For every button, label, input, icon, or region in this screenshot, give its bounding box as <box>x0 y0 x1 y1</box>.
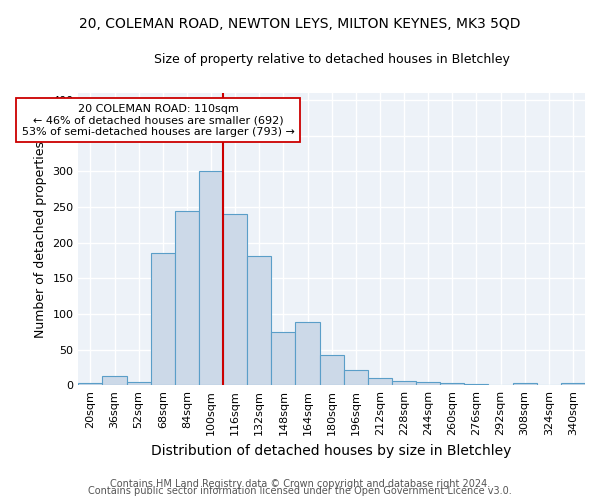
Bar <box>223 214 247 385</box>
Bar <box>440 383 464 385</box>
Bar <box>271 332 295 385</box>
Bar <box>199 170 223 385</box>
Bar <box>416 382 440 385</box>
Bar <box>247 256 271 385</box>
Bar <box>320 356 344 385</box>
Bar <box>464 384 488 385</box>
Bar <box>344 370 368 385</box>
Text: Contains HM Land Registry data © Crown copyright and database right 2024.: Contains HM Land Registry data © Crown c… <box>110 479 490 489</box>
Text: Contains public sector information licensed under the Open Government Licence v3: Contains public sector information licen… <box>88 486 512 496</box>
Bar <box>79 383 103 385</box>
X-axis label: Distribution of detached houses by size in Bletchley: Distribution of detached houses by size … <box>151 444 512 458</box>
Bar <box>561 383 585 385</box>
Bar <box>103 376 127 385</box>
Title: Size of property relative to detached houses in Bletchley: Size of property relative to detached ho… <box>154 52 509 66</box>
Text: 20 COLEMAN ROAD: 110sqm
← 46% of detached houses are smaller (692)
53% of semi-d: 20 COLEMAN ROAD: 110sqm ← 46% of detache… <box>22 104 295 137</box>
Bar <box>127 382 151 385</box>
Text: 20, COLEMAN ROAD, NEWTON LEYS, MILTON KEYNES, MK3 5QD: 20, COLEMAN ROAD, NEWTON LEYS, MILTON KE… <box>79 18 521 32</box>
Bar <box>175 210 199 385</box>
Bar <box>368 378 392 385</box>
Bar <box>512 383 537 385</box>
Bar <box>151 254 175 385</box>
Y-axis label: Number of detached properties: Number of detached properties <box>34 140 47 338</box>
Bar <box>392 381 416 385</box>
Bar <box>295 322 320 385</box>
